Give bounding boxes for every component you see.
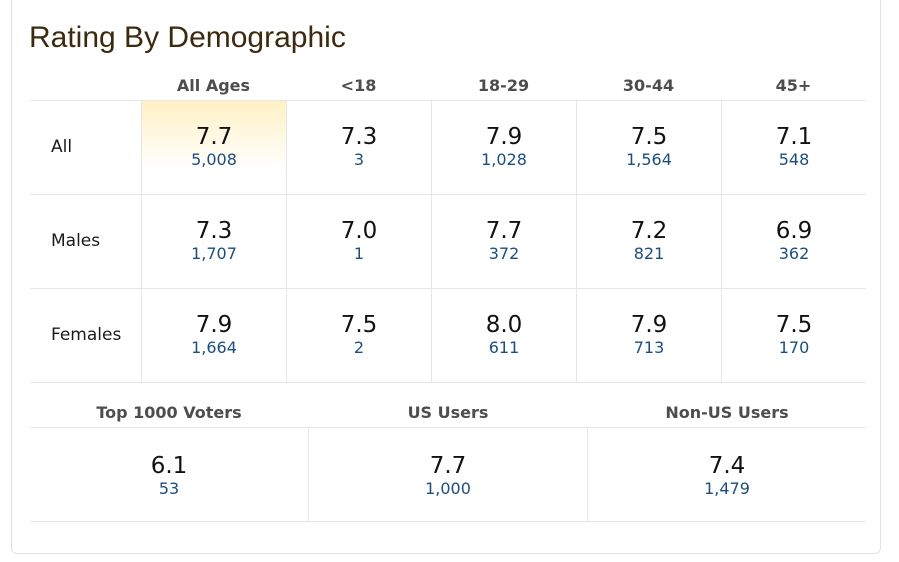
rating-value: 7.2 [630, 218, 668, 244]
rating-cell: 6.9 362 [721, 195, 866, 288]
rating-cell: 7.9 1,028 [431, 101, 576, 194]
rating-cell: 7.7 372 [431, 195, 576, 288]
rating-value: 7.7 [429, 453, 467, 479]
table-row-groups: 6.1 53 7.7 1,000 7.4 1,479 [30, 428, 866, 522]
rating-value: 7.5 [340, 312, 378, 338]
rating-value: 7.5 [775, 312, 813, 338]
rating-cell: 7.9 1,664 [141, 289, 286, 382]
rating-cell: 7.2 821 [576, 195, 721, 288]
rating-cell: 8.0 611 [431, 289, 576, 382]
row-label: Females [51, 325, 122, 345]
rating-value: 7.3 [340, 124, 378, 150]
table-row-males: Males 7.3 1,707 7.0 1 7.7 372 7.2 821 6.… [30, 195, 866, 289]
rating-value: 7.0 [340, 218, 378, 244]
vote-count-link[interactable]: 2 [353, 338, 365, 357]
rating-value: 7.5 [630, 124, 668, 150]
vote-count-link[interactable]: 713 [633, 338, 665, 357]
header-18-29: 18-29 [477, 76, 530, 95]
header-non-us-users: Non-US Users [665, 403, 789, 422]
rating-cell: 7.3 1,707 [141, 195, 286, 288]
vote-count-link[interactable]: 372 [488, 244, 520, 263]
table-row-females: Females 7.9 1,664 7.5 2 8.0 611 7.9 713 … [30, 289, 866, 383]
vote-count-link[interactable]: 1 [353, 244, 365, 263]
rating-card [11, 0, 881, 554]
vote-count-link[interactable]: 1,664 [191, 338, 237, 357]
header-30-44: 30-44 [622, 76, 675, 95]
row-label: Males [51, 231, 101, 251]
rating-cell: 7.3 3 [286, 101, 431, 194]
vote-count-link[interactable]: 1,000 [425, 479, 471, 498]
table-row-all: All 7.7 5,008 7.3 3 7.9 1,028 7.5 1,564 … [30, 101, 866, 195]
vote-count-link[interactable]: 362 [778, 244, 810, 263]
rating-value: 7.7 [485, 218, 523, 244]
rating-value: 7.7 [195, 124, 233, 150]
section-title: Rating By Demographic [29, 21, 346, 54]
header-top-1000-voters: Top 1000 Voters [96, 403, 242, 422]
rating-value: 8.0 [485, 312, 523, 338]
vote-count-link[interactable]: 1,564 [626, 150, 672, 169]
rating-value: 7.4 [708, 453, 746, 479]
vote-count-link[interactable]: 3 [353, 150, 365, 169]
vote-count-link[interactable]: 1,707 [191, 244, 237, 263]
vote-count-link[interactable]: 170 [778, 338, 810, 357]
header-45-plus: 45+ [775, 76, 812, 95]
vote-count-link[interactable]: 5,008 [191, 150, 237, 169]
header-under-18: <18 [340, 76, 377, 95]
rating-value: 7.9 [485, 124, 523, 150]
header-all-ages: All Ages [176, 76, 251, 95]
rating-cell: 7.4 1,479 [587, 428, 866, 521]
vote-count-link[interactable]: 821 [633, 244, 665, 263]
row-label: All [51, 137, 73, 157]
vote-count-link[interactable]: 1,479 [704, 479, 750, 498]
rating-cell: 7.7 1,000 [308, 428, 587, 521]
rating-cell: 7.1 548 [721, 101, 866, 194]
vote-count-link[interactable]: 611 [488, 338, 520, 357]
header-us-users: US Users [407, 403, 489, 422]
vote-count-link[interactable]: 1,028 [481, 150, 527, 169]
rating-cell: 7.5 1,564 [576, 101, 721, 194]
rating-cell: 7.7 5,008 [141, 101, 286, 194]
rating-cell: 7.5 170 [721, 289, 866, 382]
vote-count-link[interactable]: 53 [158, 479, 180, 498]
rating-cell: 7.9 713 [576, 289, 721, 382]
rating-cell: 6.1 53 [30, 428, 308, 521]
rating-value: 6.1 [150, 453, 188, 479]
rating-value: 7.9 [195, 312, 233, 338]
rating-cell: 7.0 1 [286, 195, 431, 288]
rating-value: 6.9 [775, 218, 813, 244]
age-header-row: All Ages <18 18-29 30-44 45+ [30, 72, 866, 101]
rating-value: 7.1 [775, 124, 813, 150]
group-header-row: Top 1000 Voters US Users Non-US Users [30, 400, 866, 428]
vote-count-link[interactable]: 548 [778, 150, 810, 169]
rating-value: 7.9 [630, 312, 668, 338]
rating-value: 7.3 [195, 218, 233, 244]
rating-cell: 7.5 2 [286, 289, 431, 382]
